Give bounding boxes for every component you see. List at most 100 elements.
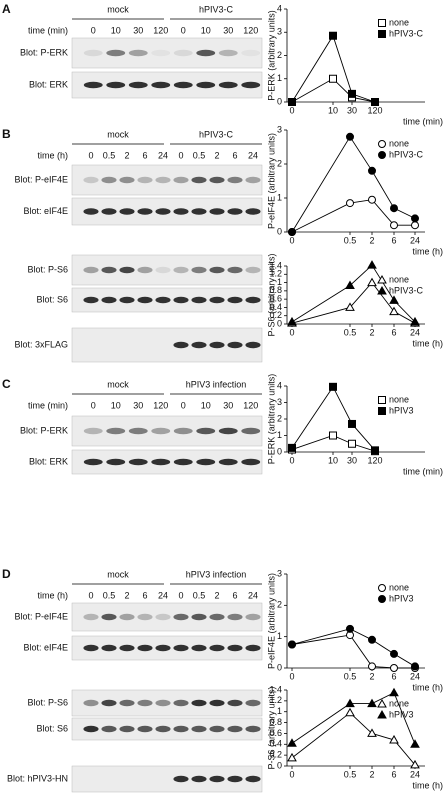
blot-band (196, 49, 216, 57)
blot-band (151, 458, 171, 466)
data-point (345, 302, 355, 311)
blot-band (245, 613, 261, 621)
blot-band (83, 613, 99, 621)
data-point (288, 640, 296, 649)
data-point (367, 260, 377, 269)
blot-label: Blot: S6 (36, 294, 68, 304)
blot-band (173, 266, 189, 274)
data-point (389, 295, 399, 304)
blot-band (227, 613, 243, 621)
blot-band (83, 208, 99, 215)
y-axis-label: P-eIF4E (arbitrary units) (266, 573, 276, 669)
data-point (287, 738, 297, 747)
blot-band (137, 699, 153, 707)
data-point (288, 228, 296, 236)
data-point (411, 214, 419, 223)
blot-band (106, 81, 126, 89)
blot-band (128, 427, 148, 435)
blot-band (245, 208, 261, 215)
blot-band (218, 81, 238, 89)
series-line (291, 435, 376, 452)
blot-band (227, 341, 243, 349)
panel-label: C (2, 377, 11, 391)
x-tick-label: 2 (369, 327, 374, 337)
blot-band (241, 49, 261, 57)
x-tick-label: 2 (369, 235, 374, 245)
blot-label: Blot: ERK (29, 456, 68, 466)
lane-label: 2 (214, 150, 219, 160)
legend-marker (378, 19, 386, 27)
x-tick-label: 24 (410, 769, 420, 779)
blot-band (173, 176, 189, 184)
blot-band (173, 699, 189, 707)
data-point (368, 166, 376, 175)
data-point (287, 752, 297, 762)
blot-band (191, 296, 207, 304)
blot-band (119, 644, 135, 652)
group-label: mock (107, 129, 129, 139)
lane-label: 24 (158, 590, 168, 600)
legend-marker (378, 407, 386, 415)
series-line (291, 78, 376, 103)
lane-label: 120 (243, 400, 258, 410)
data-point (346, 199, 354, 208)
lane-label: 30 (133, 25, 143, 35)
blot-band (241, 458, 261, 466)
data-point (390, 221, 398, 230)
y-tick-label: 0 (277, 96, 282, 106)
data-point (367, 728, 377, 737)
data-point (367, 277, 377, 287)
lane-label: 30 (133, 400, 143, 410)
blot-band (191, 176, 207, 184)
y-tick-label: 3 (277, 124, 282, 134)
legend-label: hPIV3-C (389, 149, 424, 159)
legend-label: hPIV3-C (389, 28, 424, 38)
y-tick-label: 2 (277, 413, 282, 423)
y-tick-label: 1 (277, 430, 282, 440)
blot-band (101, 176, 117, 184)
data-point (389, 306, 399, 316)
blot-band (209, 176, 225, 184)
panel-label: D (2, 567, 11, 581)
blot-band (196, 81, 216, 89)
data-point (288, 443, 296, 452)
x-tick-label: 0 (289, 327, 294, 337)
x-tick-label: 0.5 (344, 327, 357, 337)
y-tick-label: 0.2 (269, 310, 282, 320)
legend-marker (377, 698, 387, 708)
x-tick-label: 2 (369, 769, 374, 779)
y-tick-label: 0.4 (269, 739, 282, 749)
blot-band (101, 613, 117, 621)
blot-band (191, 644, 207, 652)
x-tick-label: 0 (289, 455, 294, 465)
x-axis-label: time (h) (412, 338, 443, 348)
lane-label: 0 (178, 150, 183, 160)
group-label: hPIV3-C (199, 129, 234, 139)
blot-band (119, 699, 135, 707)
series-line (291, 712, 416, 766)
data-point (368, 662, 376, 671)
x-tick-label: 0.5 (344, 769, 357, 779)
blot-band (128, 49, 148, 57)
blot-label: Blot: ERK (29, 79, 68, 89)
legend-label: none (389, 17, 409, 27)
blot-band (227, 176, 243, 184)
y-tick-label: 4 (277, 3, 282, 13)
blot-band (119, 613, 135, 621)
blot-label: Blot: P-eIF4E (14, 174, 68, 184)
blot-band (155, 725, 171, 733)
data-point (329, 31, 337, 40)
lane-label: 0 (91, 25, 96, 35)
data-point (348, 89, 356, 98)
data-point (410, 316, 420, 326)
blot-band (191, 208, 207, 215)
blot-band (241, 81, 261, 89)
y-tick-label: 1.2 (269, 269, 282, 279)
blot-band (173, 427, 193, 435)
lane-label: 2 (124, 590, 129, 600)
blot-band (155, 208, 171, 215)
time-label: time (h) (37, 150, 68, 160)
blot-band (227, 775, 243, 783)
x-tick-label: 0 (289, 769, 294, 779)
blot-band (218, 427, 238, 435)
